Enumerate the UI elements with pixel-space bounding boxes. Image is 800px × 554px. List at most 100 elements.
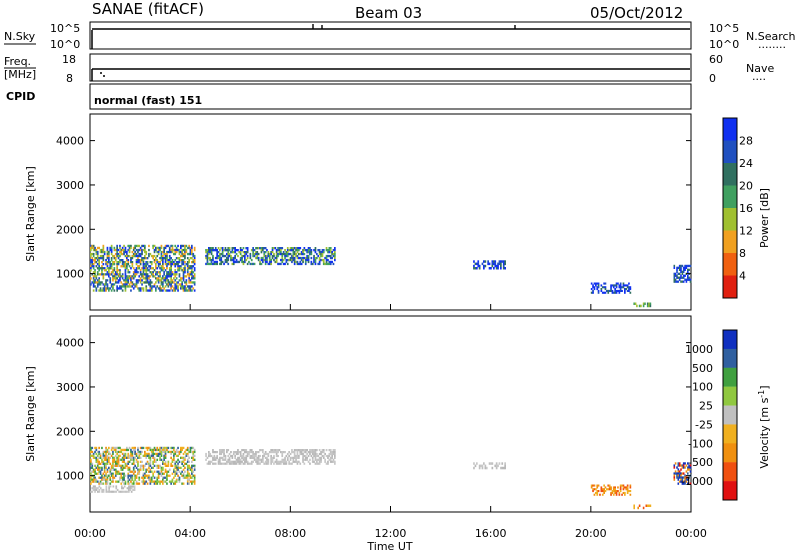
echo-cell	[299, 256, 302, 260]
echo-cell	[182, 472, 185, 475]
echo-cell	[123, 265, 125, 268]
echo-cell	[256, 251, 259, 254]
echo-cell	[612, 286, 615, 289]
echo-cell	[174, 460, 177, 463]
echo-cell	[162, 460, 164, 463]
echo-cell	[144, 474, 146, 477]
echo-cell	[267, 262, 270, 266]
echo-cell	[601, 490, 604, 493]
echo-cell	[127, 279, 130, 282]
echo-cell	[95, 480, 98, 483]
echo-cell	[288, 462, 290, 465]
echo-cell	[232, 258, 235, 262]
echo-cell	[131, 452, 134, 456]
echo-cell	[94, 464, 96, 467]
echo-cell	[629, 490, 632, 493]
echo-cell	[127, 454, 130, 457]
echo-cell	[180, 265, 182, 268]
echo-cell	[210, 252, 213, 256]
echo-cell	[148, 265, 150, 268]
echo-cell	[493, 267, 495, 270]
echo-cell	[94, 478, 96, 481]
echo-cell	[597, 291, 600, 294]
echo-cell	[112, 263, 114, 266]
echo-cell	[175, 454, 178, 457]
echo-cell	[295, 247, 297, 250]
echo-cell	[325, 462, 328, 465]
echo-cell	[114, 464, 117, 467]
echo-cell	[127, 448, 130, 452]
echo-cell	[109, 462, 112, 465]
echo-cell	[138, 252, 141, 256]
echo-cell	[595, 488, 597, 491]
echo-cell	[157, 263, 160, 266]
echo-cell	[159, 452, 161, 456]
echo-cell	[101, 460, 103, 463]
echo-cell	[188, 450, 190, 454]
echo-cell	[680, 476, 682, 479]
echo-cell	[123, 478, 125, 481]
echo-cell	[221, 449, 224, 452]
echo-cell	[167, 450, 170, 454]
echo-cell	[610, 493, 612, 496]
echo-cell	[234, 456, 236, 459]
echo-cell	[134, 269, 136, 272]
echo-cell	[156, 271, 159, 274]
echo-cell	[159, 446, 161, 450]
echo-cell	[175, 478, 178, 481]
echo-cell	[624, 288, 626, 291]
echo-cell	[164, 275, 167, 278]
echo-cell	[123, 456, 125, 459]
echo-cell	[178, 267, 181, 270]
echo-cell	[231, 251, 234, 254]
echo-cell	[145, 454, 148, 457]
echo-cell	[130, 490, 133, 493]
echo-cell	[677, 280, 680, 283]
echo-cell	[139, 261, 142, 264]
echo-cell	[248, 462, 250, 465]
echo-cell	[181, 252, 183, 256]
echo-cell	[268, 256, 271, 260]
echo-cell	[234, 454, 236, 458]
echo-cell	[252, 251, 254, 254]
echo-cell	[325, 254, 328, 258]
echo-cell	[473, 267, 475, 270]
echo-cell	[277, 451, 279, 454]
echo-cell	[105, 450, 107, 454]
echo-cell	[217, 247, 220, 250]
echo-cell	[153, 250, 156, 254]
echo-cell	[96, 246, 99, 250]
echo-cell	[212, 458, 214, 461]
echo-cell	[178, 250, 181, 254]
echo-cell	[142, 265, 145, 268]
echo-cell	[186, 448, 189, 452]
echo-cell	[96, 472, 99, 475]
echo-cell	[127, 478, 130, 481]
echo-cell	[164, 448, 167, 452]
echo-cell	[220, 252, 223, 256]
echo-cell	[185, 263, 188, 266]
echo-cell	[171, 446, 174, 450]
echo-cell	[98, 246, 100, 250]
echo-cell	[119, 275, 121, 278]
echo-cell	[134, 271, 136, 274]
echo-cell	[91, 446, 94, 450]
echo-cell	[137, 261, 139, 264]
echo-cell	[178, 450, 181, 454]
echo-cell	[148, 478, 150, 481]
echo-cell	[155, 289, 157, 292]
echo-cell	[483, 267, 485, 270]
echo-cell	[304, 249, 307, 252]
echo-cell	[268, 260, 271, 264]
echo-cell	[302, 249, 304, 252]
echo-cell	[91, 257, 94, 260]
echo-cell	[170, 287, 172, 290]
echo-cell	[123, 490, 126, 493]
echo-cell	[109, 478, 112, 481]
echo-cell	[103, 454, 106, 457]
echo-cell	[329, 254, 332, 258]
echo-cell	[123, 283, 125, 286]
echo-cell	[103, 458, 106, 461]
echo-cell	[296, 247, 299, 250]
echo-cell	[148, 277, 150, 280]
